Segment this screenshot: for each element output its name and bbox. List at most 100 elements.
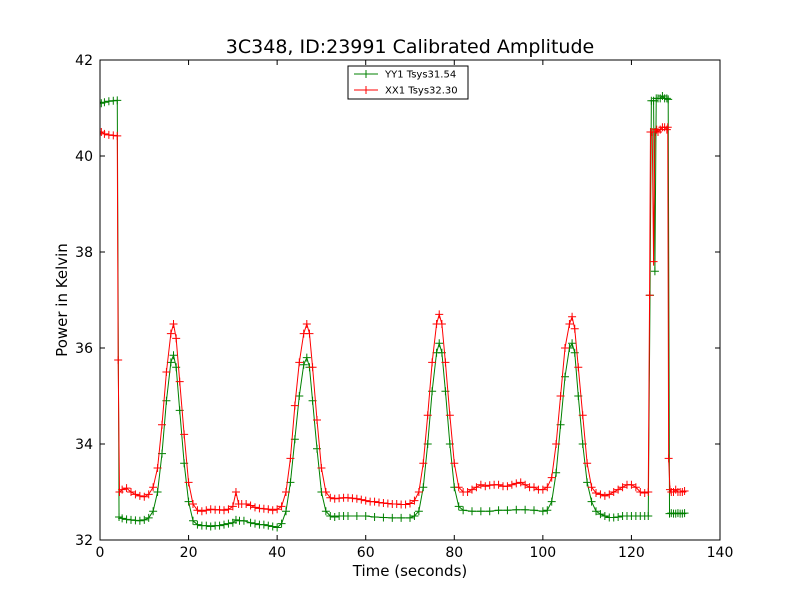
series-layer xyxy=(100,92,689,532)
data-point-marker xyxy=(600,512,609,520)
x-tick-label: 140 xyxy=(707,545,734,561)
x-tick-label: 20 xyxy=(180,545,198,561)
data-point-marker xyxy=(419,459,428,468)
data-point-marker xyxy=(644,512,653,520)
data-point-marker xyxy=(290,401,299,410)
data-point-marker xyxy=(543,483,552,492)
data-point-marker xyxy=(596,490,605,499)
chart-title: 3C348, ID:23991 Calibrated Amplitude xyxy=(226,36,594,58)
data-point-marker xyxy=(428,358,437,367)
data-point-marker xyxy=(357,495,366,504)
data-point-marker xyxy=(570,324,579,333)
data-point-marker xyxy=(114,356,123,364)
data-point-marker xyxy=(321,507,330,516)
data-point-marker xyxy=(414,507,423,516)
data-point-marker xyxy=(180,430,189,439)
data-point-marker xyxy=(578,411,587,420)
data-point-marker xyxy=(193,520,202,529)
data-point-marker xyxy=(175,377,184,386)
data-point-marker xyxy=(494,480,503,489)
data-point-marker xyxy=(664,95,673,104)
data-point-marker xyxy=(273,505,282,514)
data-point-marker xyxy=(224,505,233,514)
data-point-marker xyxy=(313,416,321,424)
data-point-marker xyxy=(583,459,592,468)
data-point-marker xyxy=(680,487,689,496)
x-tick-label: 60 xyxy=(357,545,375,561)
data-point-marker xyxy=(153,488,162,496)
data-point-marker xyxy=(113,131,122,140)
data-point-marker xyxy=(246,501,255,510)
data-point-marker xyxy=(530,506,538,515)
series-line xyxy=(101,95,685,529)
data-point-marker xyxy=(302,320,311,328)
series-xx1 xyxy=(100,123,689,516)
legend-label-xx1: XX1 Tsys32.30 xyxy=(385,86,458,97)
data-point-marker xyxy=(153,464,162,472)
data-point-marker xyxy=(135,491,144,500)
x-tick-label: 40 xyxy=(268,545,286,561)
data-point-marker xyxy=(242,500,251,508)
data-point-marker xyxy=(273,523,282,532)
data-point-marker xyxy=(401,500,410,509)
data-point-marker xyxy=(166,329,175,338)
data-point-marker xyxy=(370,512,379,521)
data-point-marker xyxy=(664,454,673,463)
data-point-marker xyxy=(649,257,658,266)
data-point-marker xyxy=(317,464,326,472)
data-point-marker xyxy=(100,129,109,138)
data-point-marker xyxy=(264,521,273,530)
series-line xyxy=(101,126,685,512)
data-point-marker xyxy=(538,507,547,516)
data-point-marker xyxy=(379,513,388,522)
y-tick-label: 40 xyxy=(75,149,93,165)
data-point-marker xyxy=(547,473,556,482)
data-point-marker xyxy=(352,494,361,503)
data-point-marker xyxy=(614,485,623,494)
data-point-marker xyxy=(277,519,286,528)
data-point-marker xyxy=(239,516,248,525)
legend-marker-xx1 xyxy=(362,86,370,94)
data-point-marker xyxy=(530,483,538,492)
y-tick-label: 36 xyxy=(75,341,93,357)
data-point-marker xyxy=(169,351,178,360)
data-point-marker xyxy=(406,499,414,508)
data-point-marker xyxy=(172,334,181,343)
data-point-marker xyxy=(680,509,689,518)
data-point-marker xyxy=(388,513,397,522)
data-point-marker xyxy=(308,363,317,372)
data-point-marker xyxy=(592,507,600,516)
data-point-marker xyxy=(330,512,339,521)
data-point-marker xyxy=(144,490,153,499)
data-point-marker xyxy=(476,480,485,489)
data-point-marker xyxy=(512,479,521,488)
data-point-marker xyxy=(326,512,335,520)
x-tick-label: 120 xyxy=(618,545,645,561)
y-tick-label: 34 xyxy=(75,437,93,453)
data-point-marker xyxy=(472,483,481,492)
data-point-marker xyxy=(476,507,485,516)
data-point-marker xyxy=(650,267,659,276)
data-point-marker xyxy=(189,516,197,525)
data-point-marker xyxy=(202,521,211,530)
legend-label-yy1: YY1 Tsys31.54 xyxy=(384,70,456,81)
y-tick-label: 32 xyxy=(75,533,93,549)
data-point-marker xyxy=(552,468,561,477)
data-point-marker xyxy=(100,98,109,107)
data-point-marker xyxy=(305,329,314,338)
data-point-marker xyxy=(118,514,127,523)
data-point-marker xyxy=(609,488,618,496)
data-point-marker xyxy=(561,344,569,352)
data-point-marker xyxy=(149,507,158,516)
data-point-marker xyxy=(631,483,640,492)
data-point-marker xyxy=(215,521,224,530)
data-point-marker xyxy=(302,353,311,362)
data-point-marker xyxy=(193,506,202,515)
y-tick-label: 42 xyxy=(75,53,93,69)
data-point-marker xyxy=(246,518,255,527)
data-point-marker xyxy=(459,506,468,515)
data-point-marker xyxy=(503,506,512,515)
data-point-marker xyxy=(445,411,454,420)
data-point-marker xyxy=(645,291,654,300)
data-point-marker xyxy=(454,502,463,511)
